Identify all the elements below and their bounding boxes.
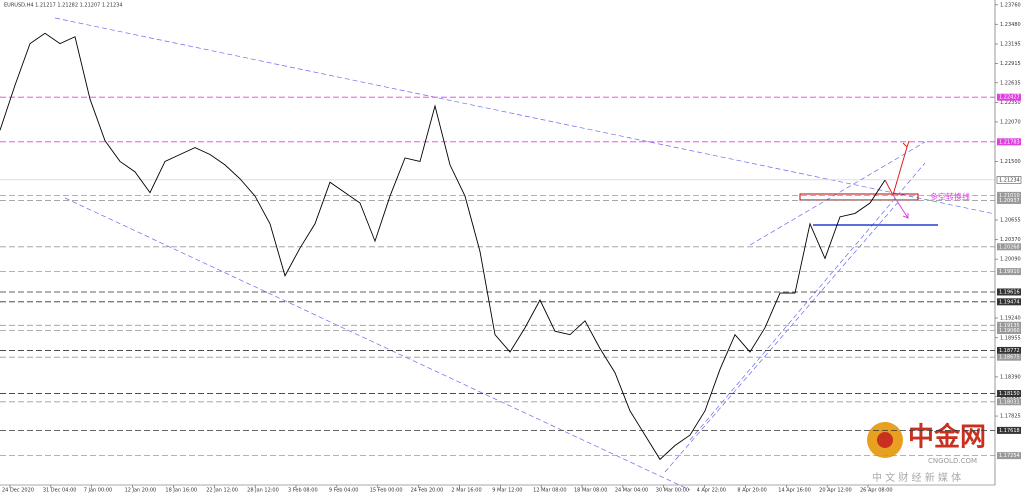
price-line <box>0 32 886 461</box>
level-label-bg <box>997 298 1021 306</box>
y-tick-label: 1.23760 <box>1000 2 1021 8</box>
x-tick-label: 24 Dec 2020 <box>2 488 34 493</box>
y-tick-label: 1.18390 <box>1000 374 1021 380</box>
x-tick-label: 22 Jan 12:00 <box>206 488 238 493</box>
pivot-box <box>799 193 919 201</box>
level-label: 1.18031 <box>999 399 1020 405</box>
annotation: 多空转换线 <box>930 192 970 202</box>
y-tick-label: 1.18955 <box>1000 335 1021 341</box>
watermark: 中金网 CNGOLD.COM 中 文 财 经 新 媒 体 <box>867 422 986 484</box>
x-tick-label: 8 Apr 20:00 <box>737 488 766 493</box>
x-tick-label: 7 Jan 00:00 <box>84 488 112 493</box>
x-tick-label: 20 Apr 12:00 <box>819 488 852 493</box>
x-tick-label: 18 Mar 08:00 <box>574 488 607 493</box>
level-label: 1.19910 <box>999 269 1020 275</box>
level-label-bg <box>997 390 1021 398</box>
level-label-bg <box>997 353 1021 361</box>
y-tick-label: 1.19240 <box>1000 316 1021 322</box>
x-tick-label: 31 Dec 04:00 <box>43 488 77 493</box>
level-label: 1.20937 <box>999 198 1020 204</box>
level-label: 1.19060 <box>999 328 1020 334</box>
brand: 中金网 <box>908 422 986 453</box>
level-label-bg <box>997 346 1021 354</box>
slogan: 中 文 财 经 新 媒 体 <box>872 471 961 484</box>
y-tick-label: 1.22350 <box>1000 100 1021 106</box>
level-label: 1.19135 <box>999 323 1020 329</box>
x-tick-label: 26 Apr 08:00 <box>860 488 893 493</box>
y-tick-label: 1.20655 <box>1000 217 1021 223</box>
x-tick-label: 12 Jan 20:00 <box>125 488 157 493</box>
y-tick-label: 1.20370 <box>1000 237 1021 243</box>
level-label: 1.19616 <box>999 289 1020 295</box>
level-label-bg <box>997 288 1021 296</box>
level-label: 1.22427 <box>999 95 1020 101</box>
level-label-bg <box>997 326 1021 334</box>
x-tick-label: 24 Mar 04:00 <box>615 488 648 493</box>
y-tick-label: 1.23195 <box>1000 41 1021 47</box>
y-tick-label: 1.20090 <box>1000 257 1021 263</box>
x-tick-label: 2 Mar 16:00 <box>451 488 481 493</box>
level-label: 1.21783 <box>999 139 1020 145</box>
y-tick-label: 1.21500 <box>1000 159 1021 165</box>
y-tick-label: 1.22915 <box>1000 61 1021 67</box>
y-tick-label: 1.22070 <box>1000 119 1021 125</box>
x-tick-label: 4 Apr 22:00 <box>697 488 726 493</box>
level-label: 1.18772 <box>999 348 1020 354</box>
x-tick-label: 18 Jan 16:00 <box>165 488 197 493</box>
level-label-bg <box>997 426 1021 434</box>
x-tick-label: 9 Feb 04:00 <box>329 488 359 493</box>
current-price-label: 1.21234 <box>999 177 1020 183</box>
level-label: 1.18675 <box>999 355 1020 361</box>
level-label: 1.17254 <box>999 453 1020 459</box>
level-label: 1.17618 <box>999 428 1020 434</box>
logo-core <box>877 432 893 448</box>
level-label-bg <box>997 93 1021 101</box>
x-tick-label: 9 Mar 12:00 <box>492 488 522 493</box>
level-label-bg <box>997 191 1021 199</box>
site: CNGOLD.COM <box>928 457 977 465</box>
level-label: 1.19474 <box>999 299 1020 305</box>
chart-title: EURUSD,H4 1.21217 1.21282 1.21207 1.2123… <box>4 3 123 9</box>
level-label: 1.21010 <box>999 193 1020 199</box>
x-tick-label: 3 Feb 08:00 <box>288 488 318 493</box>
x-tick-label: 24 Feb 20:00 <box>411 488 444 493</box>
level-label: 1.20268 <box>999 244 1020 250</box>
level-label-bg <box>997 452 1021 460</box>
x-tick-label: 28 Jan 12:00 <box>247 488 279 493</box>
x-tick-label: 12 Mar 08:00 <box>533 488 566 493</box>
x-tick-label: 15 Feb 00:00 <box>370 488 403 493</box>
level-label: 1.18150 <box>999 391 1020 397</box>
x-tick-label: 14 Apr 16:00 <box>778 488 811 493</box>
x-tick-label: 30 Mar 00:00 <box>656 488 689 493</box>
level-label-bg <box>997 398 1021 406</box>
level-label-bg <box>997 196 1021 204</box>
y-tick-label: 1.17825 <box>1000 414 1021 420</box>
level-label-bg <box>997 138 1021 146</box>
level-label-bg <box>997 268 1021 276</box>
level-label-bg <box>997 321 1021 329</box>
current-price-bg <box>996 176 1022 184</box>
y-tick-label: 1.23480 <box>1000 22 1021 28</box>
level-label-bg <box>997 243 1021 251</box>
y-tick-label: 1.22635 <box>1000 80 1021 86</box>
